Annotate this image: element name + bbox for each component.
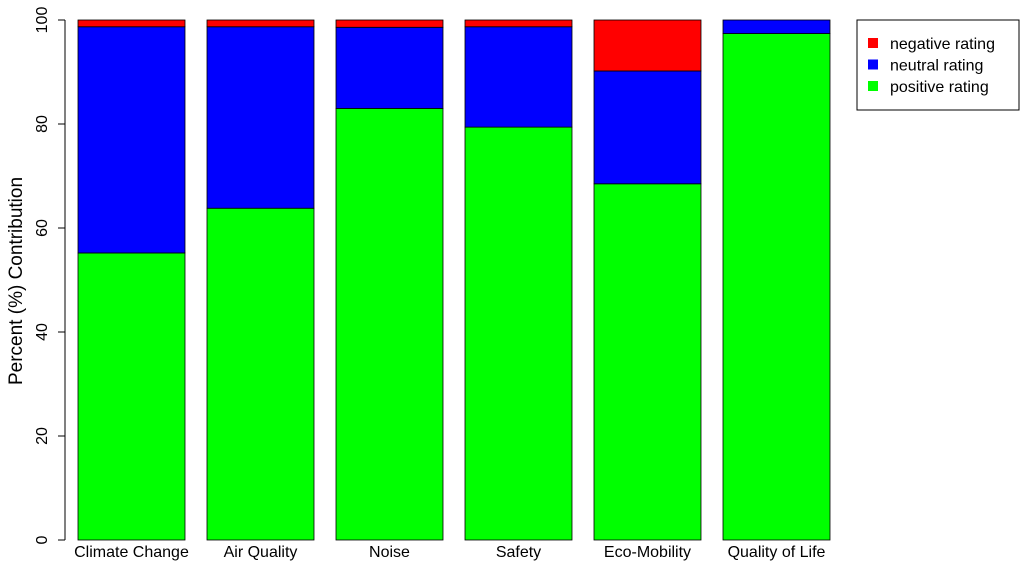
legend-label: positive rating: [890, 79, 989, 96]
bar-segment-positive-rating: [77, 252, 186, 541]
bar-segment-neutral-rating: [77, 26, 186, 254]
legend-swatch: [868, 81, 878, 91]
bar-segment-neutral-rating: [206, 26, 315, 209]
bar-segment-positive-rating: [206, 207, 315, 541]
bars: [77, 19, 831, 541]
legend-swatch: [868, 59, 878, 70]
bar-segment-positive-rating: [464, 126, 573, 541]
y-tick-label: 80: [34, 115, 51, 133]
bar-segment-neutral-rating: [335, 26, 444, 109]
legend-label: neutral rating: [890, 58, 983, 75]
legend-label: negative rating: [890, 36, 995, 53]
bar-segment-negative-rating: [593, 19, 702, 72]
bar-segment-negative-rating: [335, 19, 444, 28]
bar-segment-positive-rating: [335, 108, 444, 541]
legend-swatch: [868, 38, 878, 48]
y-axis: 0 20 40 60 80 100: [34, 7, 66, 544]
bar-segment-neutral-rating: [464, 26, 573, 128]
x-tick-label: Climate Change: [74, 544, 189, 561]
x-tick-label: Eco-Mobility: [604, 544, 691, 561]
y-tick-label: 40: [34, 323, 51, 341]
bar-segment-positive-rating: [722, 33, 831, 541]
legend: negative rating neutral rating positive ra…: [856, 19, 1020, 111]
x-axis-tick-labels: Climate Change Air Quality Noise Safety Eco-…: [74, 544, 825, 561]
x-tick-label: Noise: [369, 544, 410, 561]
bar-segment-neutral-rating: [593, 70, 702, 185]
x-tick-label: Safety: [496, 544, 541, 561]
bar-segment-negative-rating: [77, 19, 186, 28]
y-tick-label: 0: [34, 535, 51, 544]
bar-segment-negative-rating: [464, 19, 573, 28]
y-tick-label: 100: [34, 7, 51, 34]
bar-segment-neutral-rating: [722, 19, 831, 34]
bar-segment-positive-rating: [593, 183, 702, 541]
x-tick-label: Quality of Life: [728, 544, 826, 561]
bar-segment-negative-rating: [206, 19, 315, 28]
y-tick-label: 20: [34, 427, 51, 445]
y-tick-label: 60: [34, 219, 51, 237]
legend-box: [856, 19, 1020, 111]
y-axis-label: Percent (%) Contribution: [6, 177, 27, 385]
x-tick-label: Air Quality: [224, 544, 298, 561]
